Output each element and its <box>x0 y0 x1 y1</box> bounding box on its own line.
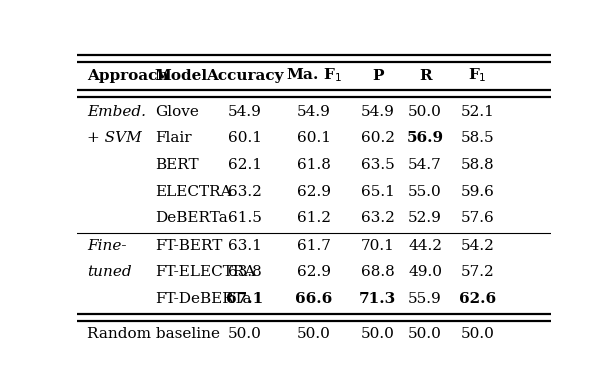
Text: 61.2: 61.2 <box>297 211 330 225</box>
Text: 65.1: 65.1 <box>360 185 395 199</box>
Text: 50.0: 50.0 <box>228 327 262 341</box>
Text: 60.1: 60.1 <box>297 131 330 146</box>
Text: tuned: tuned <box>87 265 132 279</box>
Text: 61.7: 61.7 <box>297 239 330 253</box>
Text: Embed.: Embed. <box>87 105 146 119</box>
Text: Glove: Glove <box>155 105 199 119</box>
Text: 58.8: 58.8 <box>460 158 494 172</box>
Text: P: P <box>372 68 384 82</box>
Text: 54.9: 54.9 <box>360 105 395 119</box>
Text: 63.2: 63.2 <box>228 185 262 199</box>
Text: 58.5: 58.5 <box>460 131 494 146</box>
Text: ELECTRA: ELECTRA <box>155 185 231 199</box>
Text: 62.9: 62.9 <box>297 265 330 279</box>
Text: 50.0: 50.0 <box>408 105 442 119</box>
Text: Model: Model <box>155 68 208 82</box>
Text: 60.2: 60.2 <box>360 131 395 146</box>
Text: DeBERTa: DeBERTa <box>155 211 228 225</box>
Text: + SVM: + SVM <box>87 131 142 146</box>
Text: 61.5: 61.5 <box>228 211 262 225</box>
Text: 59.6: 59.6 <box>460 185 494 199</box>
Text: F$_1$: F$_1$ <box>468 67 487 84</box>
Text: 52.1: 52.1 <box>460 105 494 119</box>
Text: BERT: BERT <box>155 158 198 172</box>
Text: 60.1: 60.1 <box>228 131 262 146</box>
Text: 50.0: 50.0 <box>460 327 494 341</box>
Text: 56.9: 56.9 <box>406 131 444 146</box>
Text: 52.9: 52.9 <box>408 211 442 225</box>
Text: 63.2: 63.2 <box>360 211 395 225</box>
Text: 63.5: 63.5 <box>361 158 395 172</box>
Text: 66.6: 66.6 <box>295 292 332 306</box>
Text: FT-BERT: FT-BERT <box>155 239 222 253</box>
Text: 49.0: 49.0 <box>408 265 442 279</box>
Text: 62.9: 62.9 <box>297 185 330 199</box>
Text: 44.2: 44.2 <box>408 239 442 253</box>
Text: 63.1: 63.1 <box>228 239 262 253</box>
Text: Accuracy: Accuracy <box>206 68 283 82</box>
Text: 63.8: 63.8 <box>228 265 262 279</box>
Text: R: R <box>419 68 431 82</box>
Text: 54.2: 54.2 <box>460 239 494 253</box>
Text: Approach: Approach <box>87 68 168 82</box>
Text: 71.3: 71.3 <box>359 292 397 306</box>
Text: 54.7: 54.7 <box>408 158 442 172</box>
Text: 55.9: 55.9 <box>408 292 442 306</box>
Text: 57.2: 57.2 <box>460 265 494 279</box>
Text: 50.0: 50.0 <box>408 327 442 341</box>
Text: Flair: Flair <box>155 131 192 146</box>
Text: Fine-: Fine- <box>87 239 127 253</box>
Text: 62.1: 62.1 <box>228 158 262 172</box>
Text: Ma. F$_1$: Ma. F$_1$ <box>286 67 341 84</box>
Text: Random baseline: Random baseline <box>87 327 220 341</box>
Text: 54.9: 54.9 <box>297 105 330 119</box>
Text: 57.6: 57.6 <box>460 211 494 225</box>
Text: 55.0: 55.0 <box>408 185 442 199</box>
Text: 68.8: 68.8 <box>361 265 395 279</box>
Text: 67.1: 67.1 <box>226 292 264 306</box>
Text: FT-ELECTRA: FT-ELECTRA <box>155 265 255 279</box>
Text: 70.1: 70.1 <box>360 239 395 253</box>
Text: 61.8: 61.8 <box>297 158 330 172</box>
Text: 54.9: 54.9 <box>228 105 262 119</box>
Text: 62.6: 62.6 <box>459 292 496 306</box>
Text: 50.0: 50.0 <box>297 327 330 341</box>
Text: 50.0: 50.0 <box>360 327 395 341</box>
Text: FT-DeBERTa: FT-DeBERTa <box>155 292 252 306</box>
